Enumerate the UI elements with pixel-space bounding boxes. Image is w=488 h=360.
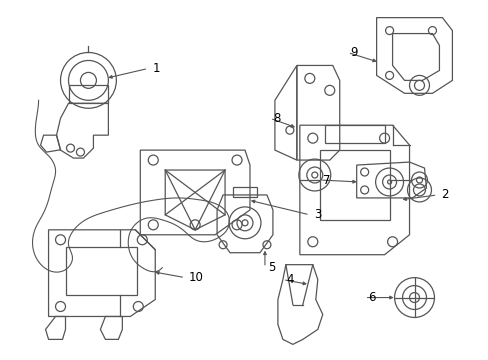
Text: 7: 7 <box>322 174 329 186</box>
Text: 6: 6 <box>367 291 374 304</box>
Bar <box>324 125 384 143</box>
Bar <box>319 150 389 220</box>
Text: 3: 3 <box>313 208 321 221</box>
Text: 5: 5 <box>267 261 275 274</box>
Text: 1: 1 <box>152 62 160 75</box>
Bar <box>68 85 108 103</box>
Text: 10: 10 <box>189 271 203 284</box>
Bar <box>65 247 137 294</box>
Text: 9: 9 <box>350 46 358 59</box>
Text: 8: 8 <box>272 112 280 125</box>
Text: 4: 4 <box>285 273 293 286</box>
Bar <box>233 187 256 197</box>
Text: 2: 2 <box>441 188 448 202</box>
